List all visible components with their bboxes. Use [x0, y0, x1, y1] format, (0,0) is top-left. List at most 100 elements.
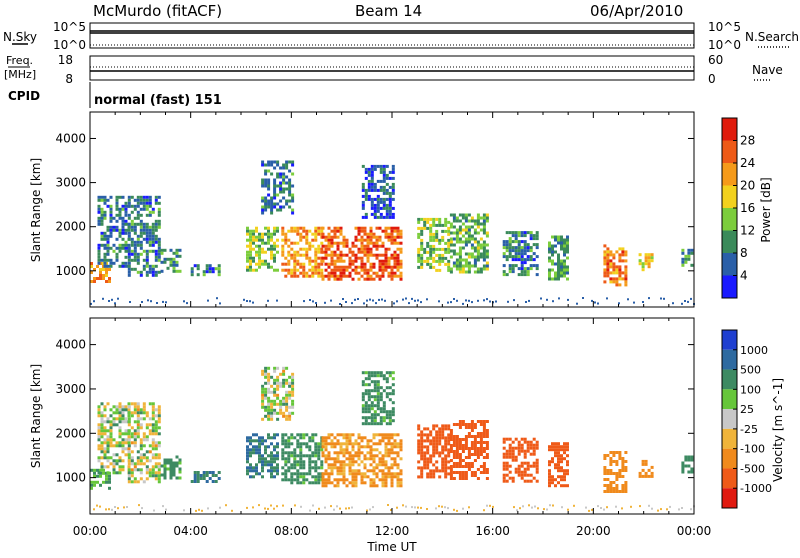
- echo-cell: [282, 381, 286, 385]
- echo-cell: [387, 247, 391, 251]
- echo-cell: [148, 402, 152, 406]
- echo-cell: [370, 389, 374, 393]
- echo-cell: [320, 268, 324, 272]
- echo-cell: [339, 451, 343, 455]
- echo-cell: [172, 260, 176, 264]
- echo-cell: [505, 449, 509, 453]
- echo-cell: [464, 423, 468, 426]
- echo-cell: [612, 451, 616, 454]
- echo-cell: [246, 439, 249, 443]
- echo-cell: [461, 234, 465, 238]
- scatter-cell: [687, 300, 689, 303]
- echo-cell: [106, 420, 110, 424]
- echo-cell: [399, 229, 403, 233]
- echo-cell: [290, 475, 294, 479]
- power-colorbar-swatch: [722, 118, 737, 141]
- echo-cell: [314, 262, 318, 266]
- echo-cell: [339, 460, 343, 464]
- echo-cell: [367, 185, 371, 189]
- echo-cell: [154, 447, 158, 451]
- echo-cell: [320, 247, 324, 251]
- echo-cell: [479, 453, 483, 456]
- echo-cell: [293, 274, 297, 278]
- echo-cell: [396, 259, 400, 263]
- echo-cell: [282, 372, 286, 376]
- echo-cell: [426, 466, 430, 470]
- scatter-cell: [540, 297, 542, 300]
- echo-cell: [321, 259, 325, 263]
- echo-cell: [139, 471, 143, 475]
- echo-cell: [687, 455, 691, 459]
- echo-cell: [399, 262, 403, 266]
- echo-cell: [330, 250, 334, 254]
- scatter-cell: [324, 506, 326, 509]
- echo-cell: [526, 246, 530, 250]
- echo-cell: [109, 234, 113, 238]
- echo-cell: [508, 255, 512, 259]
- echo-cell: [470, 243, 474, 247]
- echo-cell: [345, 439, 349, 443]
- echo-cell: [458, 252, 462, 256]
- echo-cell: [279, 408, 283, 412]
- echo-cell: [387, 256, 391, 260]
- echo-cell: [376, 371, 380, 375]
- y-tick-label: 1000: [55, 264, 86, 278]
- echo-cell: [621, 469, 625, 472]
- echo-cell: [455, 450, 459, 453]
- echo-cell: [127, 204, 131, 208]
- echo-cell: [317, 274, 321, 278]
- echo-cell: [360, 274, 364, 278]
- echo-cell: [145, 423, 149, 427]
- echo-cell: [429, 217, 433, 221]
- echo-cell: [563, 238, 566, 242]
- echo-cell: [420, 229, 424, 233]
- echo-cell: [314, 253, 318, 257]
- echo-cell: [314, 460, 318, 464]
- echo-cell: [370, 395, 374, 399]
- echo-cell: [255, 463, 258, 467]
- echo-cell: [99, 271, 102, 274]
- echo-cell: [467, 435, 471, 438]
- echo-cell: [264, 202, 268, 206]
- echo-cell: [321, 250, 325, 254]
- echo-cell: [97, 246, 101, 250]
- echo-cell: [302, 274, 306, 278]
- echo-cell: [452, 435, 456, 438]
- echo-cell: [336, 277, 340, 281]
- echo-cell: [449, 270, 453, 274]
- echo-cell: [476, 435, 480, 438]
- echo-cell: [361, 371, 365, 375]
- scatter-cell: [426, 508, 428, 510]
- echo-cell: [127, 231, 131, 235]
- echo-cell: [279, 181, 283, 185]
- echo-cell: [560, 247, 563, 251]
- echo-cell: [647, 253, 651, 257]
- echo-cell: [333, 277, 337, 281]
- echo-cell: [145, 477, 149, 481]
- echo-cell: [345, 436, 349, 440]
- echo-cell: [370, 179, 374, 183]
- echo-cell: [438, 451, 442, 455]
- scatter-cell: [516, 509, 518, 512]
- scatter-cell: [249, 300, 251, 303]
- echo-cell: [378, 238, 382, 242]
- echo-cell: [100, 234, 104, 238]
- echo-cell: [505, 249, 509, 253]
- echo-cell: [447, 268, 451, 272]
- echo-cell: [285, 181, 289, 185]
- echo-cell: [485, 453, 489, 456]
- echo-cell: [261, 384, 265, 388]
- echo-cell: [376, 215, 380, 219]
- echo-cell: [485, 477, 489, 480]
- echo-cell: [624, 460, 628, 463]
- echo-cell: [612, 268, 616, 272]
- echo-cell: [557, 445, 560, 449]
- echo-cell: [308, 457, 312, 461]
- echo-cell: [291, 378, 295, 382]
- echo-cell: [154, 252, 158, 256]
- echo-cell: [121, 237, 125, 241]
- echo-cell: [157, 432, 161, 436]
- echo-cell: [166, 257, 170, 261]
- echo-cell: [520, 261, 524, 265]
- echo-cell: [455, 465, 459, 468]
